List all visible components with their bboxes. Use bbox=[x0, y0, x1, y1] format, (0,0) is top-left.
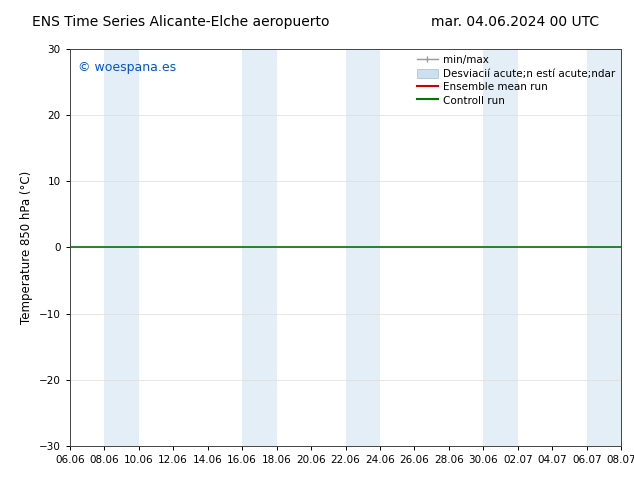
Bar bbox=[104, 49, 139, 446]
Bar bbox=[242, 49, 276, 446]
Bar bbox=[483, 49, 518, 446]
Text: mar. 04.06.2024 00 UTC: mar. 04.06.2024 00 UTC bbox=[431, 15, 599, 29]
Legend: min/max, Desviacií acute;n estí acute;ndar, Ensemble mean run, Controll run: min/max, Desviacií acute;n estí acute;nd… bbox=[413, 51, 619, 110]
Text: © woespana.es: © woespana.es bbox=[78, 61, 176, 74]
Y-axis label: Temperature 850 hPa (°C): Temperature 850 hPa (°C) bbox=[20, 171, 33, 324]
Text: ENS Time Series Alicante-Elche aeropuerto: ENS Time Series Alicante-Elche aeropuert… bbox=[32, 15, 329, 29]
Bar bbox=[346, 49, 380, 446]
Bar bbox=[587, 49, 621, 446]
